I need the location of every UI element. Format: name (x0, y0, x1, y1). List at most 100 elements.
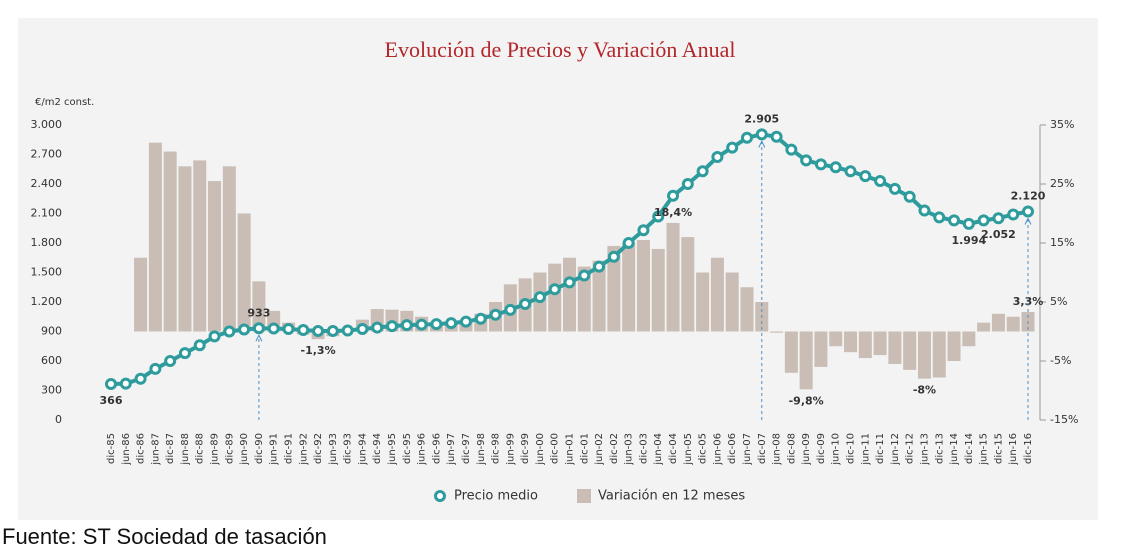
chart-title: Evolución de Precios y Variación Anual (385, 37, 736, 62)
bar (903, 331, 917, 370)
line-marker (208, 330, 221, 343)
x-tick-label: dic-06 (727, 433, 738, 464)
x-tick-label: jun-07 (742, 433, 753, 466)
x-tick-label: dic-93 (343, 433, 354, 464)
x-tick-label: jun-01 (565, 433, 576, 466)
x-tick-label: jun-13 (919, 433, 930, 466)
bar (696, 272, 710, 332)
y2-tick-label: 25% (1050, 177, 1074, 190)
x-tick-label: jun-11 (860, 433, 871, 466)
point-label: 1.994 (951, 234, 986, 247)
line-marker (992, 212, 1005, 225)
y-tick-label: 600 (41, 354, 62, 367)
line-marker (844, 165, 857, 178)
annotation-arrowhead (1024, 217, 1032, 225)
line-marker (519, 297, 532, 310)
line-marker (578, 269, 591, 282)
x-tick-label: jun-09 (801, 433, 812, 466)
bar-label: -1,3% (301, 344, 336, 357)
x-tick-label: jun-08 (772, 433, 783, 466)
source: Fuente: ST Sociedad de tasación (2, 524, 327, 549)
x-tick-label: dic-03 (638, 433, 649, 464)
line-marker (400, 319, 413, 332)
line-marker (696, 165, 709, 178)
line-marker (415, 318, 428, 331)
bar (784, 331, 798, 373)
bar (193, 160, 207, 332)
bar (799, 331, 813, 390)
x-tick-label: jun-96 (417, 433, 428, 466)
line-marker (164, 355, 177, 367)
x-tick-label: jun-14 (949, 433, 960, 466)
x-tick-label: jun-86 (121, 433, 132, 466)
bar (163, 151, 177, 332)
x-tick-label: jun-03 (624, 433, 635, 466)
x-tick-label: dic-09 (816, 433, 827, 464)
bar (977, 322, 991, 332)
legend-swatch (577, 489, 591, 503)
line-marker (563, 276, 576, 289)
bar (592, 260, 606, 332)
bar (148, 142, 162, 332)
line-marker (874, 175, 887, 188)
line-marker (918, 204, 931, 217)
line-marker (297, 324, 310, 337)
x-tick-label: jun-97 (446, 433, 457, 466)
line-marker (119, 377, 132, 390)
x-tick-label: jun-98 (476, 433, 487, 466)
line-marker (267, 322, 280, 335)
line-marker (533, 291, 546, 304)
line-marker (593, 260, 606, 273)
bar (681, 237, 695, 332)
line-marker (193, 339, 206, 352)
line-marker (681, 178, 694, 190)
line-marker (282, 323, 295, 336)
x-tick-label: jun-12 (890, 433, 901, 466)
bar (134, 257, 148, 332)
annotation-arrowhead (758, 140, 766, 148)
x-tick-label: jun-02 (594, 433, 605, 466)
point-label: 2.905 (744, 112, 779, 125)
line-marker (430, 318, 443, 331)
x-tick-label: dic-00 (550, 433, 561, 464)
x-tick-label: dic-86 (136, 433, 147, 464)
bar (548, 263, 562, 332)
bar (858, 331, 872, 359)
bar (962, 331, 976, 347)
line-marker (356, 323, 369, 336)
line-marker (341, 324, 354, 337)
line-marker (105, 378, 117, 391)
bar (917, 331, 931, 379)
line-marker (829, 161, 842, 174)
x-tick-label: dic-95 (402, 433, 413, 464)
x-tick-label: jun-04 (653, 433, 664, 466)
line-marker (888, 182, 901, 195)
y-tick-label: 2.400 (31, 177, 63, 190)
line-marker (711, 150, 724, 163)
legend-label: Precio medio (454, 489, 538, 504)
x-tick-label: dic-85 (106, 433, 117, 464)
x-tick-label: dic-88 (195, 433, 206, 464)
line-marker (238, 323, 251, 336)
line-marker (785, 143, 798, 156)
x-tick-label: jun-91 (269, 433, 280, 466)
y2-tick-label: 35% (1050, 118, 1074, 131)
bar (208, 181, 222, 332)
x-tick-label: dic-14 (964, 433, 975, 464)
bar (932, 331, 946, 378)
x-tick-label: jun-90 (239, 433, 250, 466)
x-tick-label: dic-94 (372, 433, 383, 464)
x-tick-label: jun-95 (387, 433, 398, 466)
x-tick-label: dic-97 (461, 433, 472, 464)
y-tick-label: 1.500 (31, 266, 63, 279)
line-marker (386, 320, 399, 333)
x-tick-label: jun-87 (150, 433, 161, 466)
annotation-arrowhead (255, 334, 263, 342)
point-label: 2.120 (1011, 190, 1046, 203)
bar (222, 166, 236, 332)
x-tick-label: dic-04 (668, 433, 679, 464)
line-marker (933, 211, 946, 224)
line-marker (962, 217, 975, 230)
line-marker (252, 322, 265, 335)
bar (1006, 316, 1020, 332)
